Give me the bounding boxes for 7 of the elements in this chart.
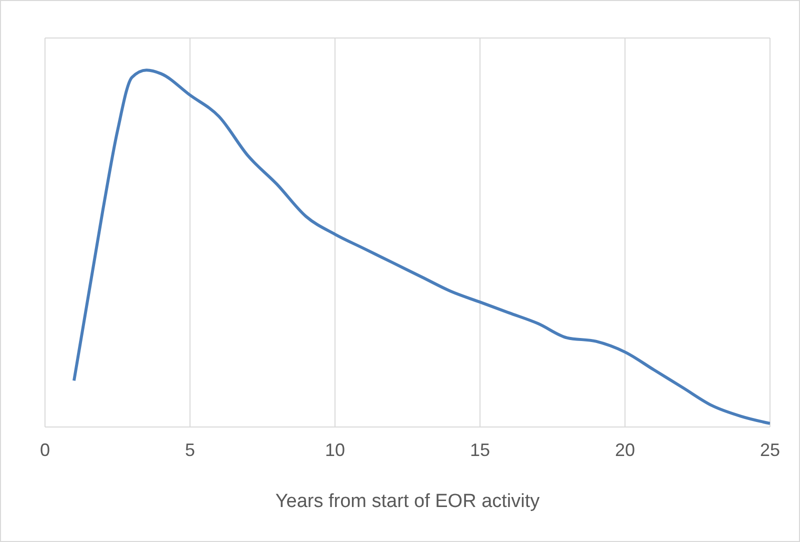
x-tick-label: 15 bbox=[470, 440, 490, 460]
x-axis-title: Years from start of EOR activity bbox=[275, 491, 540, 512]
x-tick-label: 10 bbox=[324, 440, 346, 460]
x-tick-label: 20 bbox=[614, 440, 636, 460]
x-tick-label: 5 bbox=[184, 440, 196, 460]
x-tick-label: 0 bbox=[40, 440, 50, 460]
x-tick-label: 25 bbox=[760, 440, 780, 460]
